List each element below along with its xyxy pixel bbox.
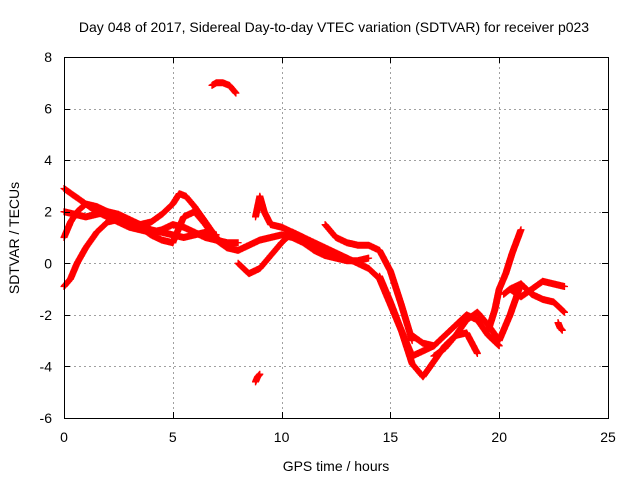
- chart-title: Day 048 of 2017, Sidereal Day-to-day VTE…: [79, 19, 589, 35]
- x-tick-label: 5: [169, 429, 177, 445]
- x-tick-label: 10: [274, 429, 290, 445]
- data-point-markers: [506, 280, 568, 316]
- data-point-markers: [554, 319, 566, 334]
- axis-ticks: [64, 57, 609, 419]
- y-tick-label: 0: [44, 255, 52, 271]
- data-series: [208, 79, 240, 97]
- x-axis-label: GPS time / hours: [283, 458, 390, 474]
- data-point-markers: [252, 192, 351, 262]
- data-points: [60, 79, 568, 386]
- data-series: [506, 280, 568, 316]
- data-series: [252, 370, 264, 386]
- data-series: [554, 319, 566, 334]
- y-tick-label: 4: [44, 152, 52, 168]
- grid-lines: [64, 57, 608, 418]
- x-tick-label: 25: [600, 429, 616, 445]
- data-point-markers: [484, 226, 525, 334]
- plot-frame: [64, 57, 609, 419]
- data-point-markers: [321, 221, 416, 345]
- y-tick-label: 2: [44, 204, 52, 220]
- y-tick-label: -6: [40, 410, 53, 426]
- data-series: [252, 192, 351, 262]
- data-series: [484, 226, 525, 334]
- x-tick-label: 15: [383, 429, 399, 445]
- data-point-markers: [208, 79, 240, 97]
- y-tick-label: 8: [44, 49, 52, 65]
- x-tick-labels: 0 5 10 15 20 25: [60, 429, 616, 445]
- y-tick-label: 6: [44, 101, 52, 117]
- y-axis-label: SDTVAR / TECUs: [6, 182, 22, 294]
- y-tick-labels: -6 -4 -2 0 2 4 6 8: [40, 49, 53, 426]
- data-point-markers: [430, 280, 525, 360]
- data-point-markers: [252, 370, 264, 386]
- data-series: [430, 280, 525, 360]
- y-tick-label: -4: [40, 358, 53, 374]
- data-series: [321, 221, 416, 345]
- y-tick-label: -2: [40, 307, 53, 323]
- x-tick-label: 0: [60, 429, 68, 445]
- x-tick-label: 20: [491, 429, 507, 445]
